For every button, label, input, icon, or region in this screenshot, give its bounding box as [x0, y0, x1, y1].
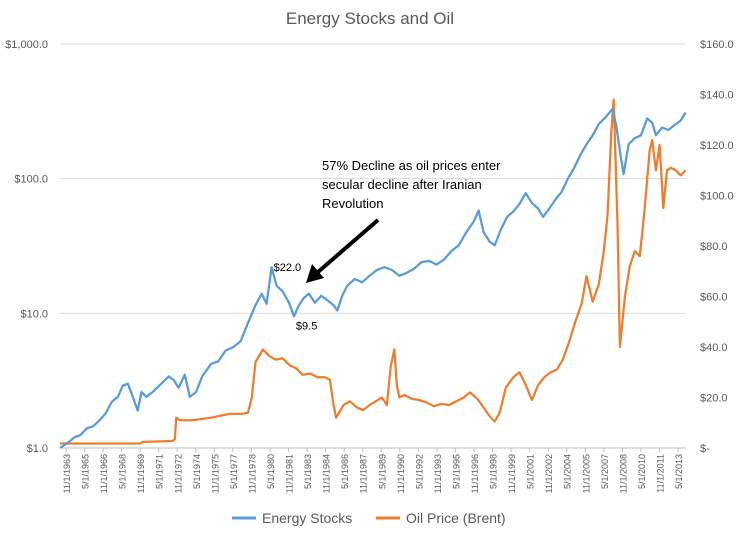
x-tick-label: 11/1/1963 [62, 454, 72, 493]
right-tick-label: $100.0 [700, 191, 734, 203]
x-tick-label: 11/1/1969 [136, 454, 146, 493]
x-tick-label: 11/1/1993 [433, 454, 443, 493]
label-peak-22: $22.0 [274, 262, 302, 274]
left-axis-ticks: $1.0 $10.0 $100.0 $1,000.0 [5, 39, 48, 455]
x-tick-label: 11/1/1987 [359, 454, 369, 493]
x-tick-label: 5/1/1968 [118, 454, 128, 489]
x-tick-label: 11/1/1990 [396, 454, 406, 493]
right-tick-label: $40.0 [700, 342, 728, 354]
x-tick-label: 5/1/1992 [414, 454, 424, 489]
right-tick-label: $140.0 [700, 90, 734, 102]
x-tick-label: 5/1/2007 [600, 454, 610, 489]
x-tick-label: 11/1/2005 [581, 454, 591, 493]
left-tick-label: $10.0 [20, 308, 48, 320]
right-tick-label: $120.0 [700, 140, 734, 152]
annotation-line-1: 57% Decline as oil prices enter [322, 158, 501, 173]
annotation-text: 57% Decline as oil prices enter secular … [322, 158, 504, 211]
right-tick-label: $60.0 [700, 292, 728, 304]
left-tick-label: $100.0 [14, 174, 48, 186]
x-tick-label: 5/1/1998 [489, 454, 499, 489]
gridlines [60, 43, 686, 314]
x-tick-label: 5/1/1971 [155, 454, 165, 489]
left-tick-label: $1.0 [27, 443, 48, 455]
series-lines [59, 98, 687, 449]
x-tick-label: 5/1/1983 [303, 454, 313, 489]
x-tick-label: 11/1/1972 [173, 454, 183, 493]
x-tick-label: 5/1/1980 [266, 454, 276, 489]
x-tick-label: 5/1/2013 [674, 454, 684, 489]
x-tick-label: 11/1/2002 [544, 454, 554, 493]
x-tick-label: 5/1/1977 [229, 454, 239, 489]
x-tick-label: 5/1/1974 [192, 454, 202, 489]
x-tick-label: 11/1/2011 [655, 454, 665, 493]
annotation-line-3: Revolution [322, 196, 383, 211]
x-tick-label: 5/1/1989 [377, 454, 387, 489]
x-tick-label: 5/1/2001 [526, 454, 536, 489]
x-tick-label: 11/1/2008 [618, 454, 628, 493]
right-tick-label: $160.0 [700, 39, 734, 51]
annotations: 57% Decline as oil prices enter secular … [274, 158, 504, 332]
x-axis-ticks: 11/1/1963 5/1/1965 11/1/1966 5/1/1968 11/1/1… [62, 448, 684, 493]
oil-price-line [60, 98, 687, 445]
x-tick-label: 5/1/2004 [563, 454, 573, 489]
x-tick-label: 11/1/1996 [470, 454, 480, 493]
left-tick-label: $1,000.0 [5, 39, 48, 51]
legend-energy-stocks-label: Energy Stocks [262, 510, 352, 526]
x-tick-label: 11/1/1981 [285, 454, 295, 493]
right-tick-label: $80.0 [700, 241, 728, 253]
x-tick-label: 11/1/1999 [507, 454, 517, 493]
right-axis-ticks: $- $20.0 $40.0 $60.0 $80.0 $100.0 $120.0 $140.0… [700, 39, 734, 455]
x-tick-label: 11/1/1984 [322, 454, 332, 493]
annotation-arrow-head [306, 264, 324, 283]
legend: Energy Stocks Oil Price (Brent) [232, 510, 506, 526]
x-tick-label: 11/1/1978 [247, 454, 257, 493]
right-tick-label: $- [700, 443, 710, 455]
annotation-arrow-shaft [316, 218, 380, 274]
annotation-line-2: secular decline after Iranian [322, 177, 482, 192]
chart-title: Energy Stocks and Oil [286, 9, 454, 28]
legend-oil-price-label: Oil Price (Brent) [406, 510, 506, 526]
x-tick-label: 5/1/1995 [451, 454, 461, 489]
label-trough-9-5: $9.5 [296, 320, 317, 332]
x-tick-label: 5/1/1965 [81, 454, 91, 489]
energy-stocks-line [59, 107, 687, 449]
x-tick-label: 11/1/1975 [210, 454, 220, 493]
x-tick-label: 5/1/2010 [637, 454, 647, 489]
right-tick-label: $20.0 [700, 393, 728, 405]
x-tick-label: 5/1/1986 [340, 454, 350, 489]
x-tick-label: 11/1/1966 [99, 454, 109, 493]
